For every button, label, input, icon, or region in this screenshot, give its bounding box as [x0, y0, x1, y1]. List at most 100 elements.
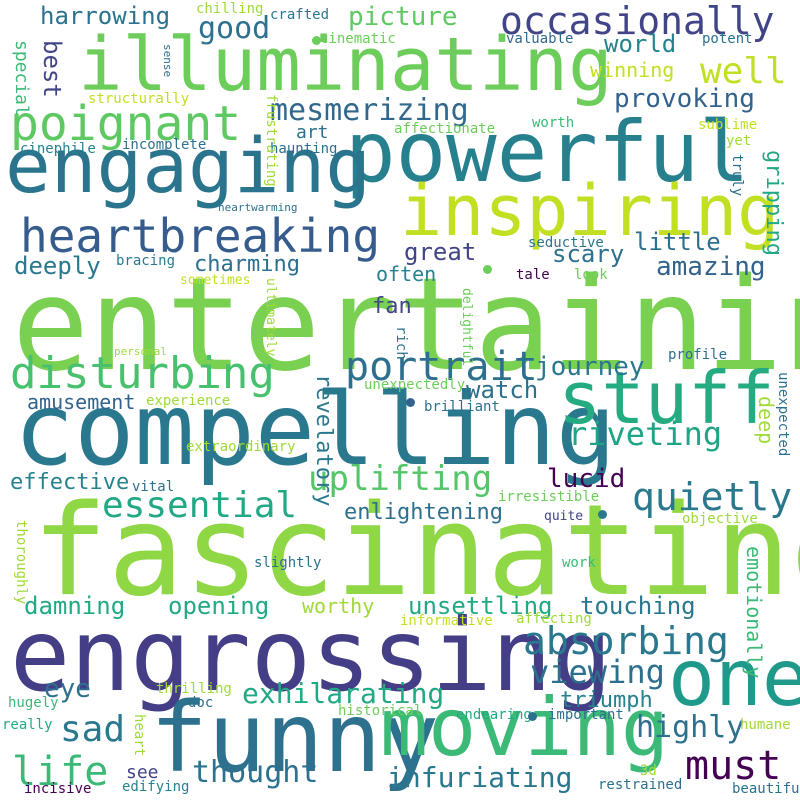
word-charming: charming: [194, 252, 300, 277]
word-affectionate: affectionate: [394, 121, 496, 137]
word-yet: yet: [726, 133, 752, 149]
word-well: well: [700, 51, 787, 92]
word-valuable: valuable: [506, 31, 574, 47]
word-one: one: [668, 634, 800, 724]
word-frustrating: frustrating: [263, 94, 279, 187]
word-doc: doc: [188, 695, 214, 711]
word-rich: rich: [393, 326, 409, 360]
word-fascinating: fascinating: [32, 477, 800, 624]
word-cinephile: cinephile: [20, 141, 96, 157]
word-great: great: [404, 238, 477, 266]
word-scary: scary: [552, 240, 625, 268]
word-crafted: crafted: [270, 7, 330, 23]
word-infuriating: infuriating: [387, 761, 573, 794]
word-portrait: portrait: [345, 344, 538, 390]
word-important: important: [548, 707, 624, 723]
word-essential: essential: [102, 485, 298, 526]
word-mesmerizing: mesmerizing: [270, 93, 469, 128]
word-irresistible: irresistible: [498, 489, 600, 505]
word-provoking: provoking: [614, 84, 755, 114]
word-thought: thought: [192, 755, 319, 790]
word-work: work: [562, 555, 596, 571]
word-lucid: lucid: [547, 464, 626, 494]
word-affecting: affecting: [516, 611, 592, 627]
word-picture: picture: [348, 2, 458, 32]
dot-mark: [406, 398, 415, 407]
word-engaging: engaging: [5, 121, 372, 210]
word-moving: moving: [380, 681, 669, 774]
word-deeply: deeply: [14, 252, 101, 280]
word-profile: profile: [668, 347, 728, 363]
word-highly: highly: [636, 710, 745, 745]
word-thrilling: thrilling: [156, 681, 232, 697]
word-enlightening: enlightening: [344, 500, 503, 525]
word-winning: winning: [590, 58, 675, 82]
word-funny: funny: [150, 682, 439, 794]
word-hugely: hugely: [8, 695, 59, 711]
word-harrowing: harrowing: [40, 2, 171, 30]
word-poignant: poignant: [10, 96, 242, 152]
word-best: best: [38, 40, 66, 98]
word-fan: fan: [372, 294, 412, 319]
word-touching: touching: [580, 592, 696, 620]
word-disturbing: disturbing: [10, 348, 275, 399]
word-little: little: [634, 228, 721, 256]
word-damning: damning: [24, 592, 126, 620]
word-haunting: haunting: [270, 141, 338, 157]
word-stuff: stuff: [558, 356, 775, 440]
word-life: life: [12, 749, 109, 795]
word-occasionally: occasionally: [500, 0, 775, 43]
word-worthy: worthy: [302, 594, 375, 618]
word-extraordinary: extraordinary: [186, 439, 296, 455]
word-chilling: chilling: [196, 1, 264, 17]
word-world: world: [604, 30, 677, 58]
word-engrossing: engrossing: [10, 597, 613, 714]
word-art: art: [296, 122, 329, 143]
word-often: often: [376, 262, 437, 286]
word-bracing: bracing: [116, 253, 176, 269]
word-beautiful: beautiful: [732, 781, 800, 797]
word-really: really: [2, 717, 53, 733]
dot-mark: [598, 510, 607, 519]
word-amusement: amusement: [27, 390, 136, 414]
word-tale: tale: [516, 267, 550, 283]
word-illuminating: illuminating: [78, 22, 613, 108]
word-exhilarating: exhilarating: [242, 677, 445, 710]
dot-mark: [312, 36, 321, 45]
word-objective: objective: [682, 511, 758, 527]
word-endearing: endearing: [456, 707, 532, 723]
word-riveting: riveting: [568, 415, 723, 453]
dot-mark: [528, 712, 537, 721]
word-effective: effective: [10, 470, 130, 495]
word-triumph: triumph: [560, 688, 653, 713]
word-heartwarming: heartwarming: [218, 201, 298, 214]
word-deep: deep: [754, 396, 778, 445]
word-incomplete: incomplete: [122, 137, 207, 153]
word-thoroughly: thoroughly: [13, 520, 29, 605]
word-quite: quite: [544, 509, 584, 524]
word-sense: sense: [161, 44, 174, 78]
word-experience: experience: [146, 393, 231, 409]
word-entertaining: entertaining: [12, 251, 800, 400]
word-special: special: [11, 40, 32, 116]
word-cinematic: cinematic: [320, 31, 396, 47]
word-journey: journey: [535, 352, 645, 382]
word-seductive: seductive: [528, 235, 604, 251]
dot-mark: [483, 265, 492, 274]
word-powerful: powerful: [345, 103, 750, 201]
word-structurally: structurally: [88, 91, 190, 107]
word-truly: truly: [729, 154, 745, 197]
word-3d: 3d: [640, 763, 657, 779]
word-viewing: viewing: [530, 653, 665, 691]
word-unsettling: unsettling: [408, 592, 553, 620]
word-ultimately: ultimately: [263, 278, 278, 357]
word-must: must: [685, 743, 782, 789]
word-emotionally: emotionally: [742, 546, 766, 679]
word-compelling: compelling: [14, 371, 617, 488]
word-good: good: [198, 11, 271, 46]
word-incisive: incisive: [24, 781, 92, 797]
word-historical: historical: [338, 703, 423, 719]
word-unexpected: unexpected: [775, 372, 791, 457]
word-uplifting: uplifting: [308, 459, 493, 499]
